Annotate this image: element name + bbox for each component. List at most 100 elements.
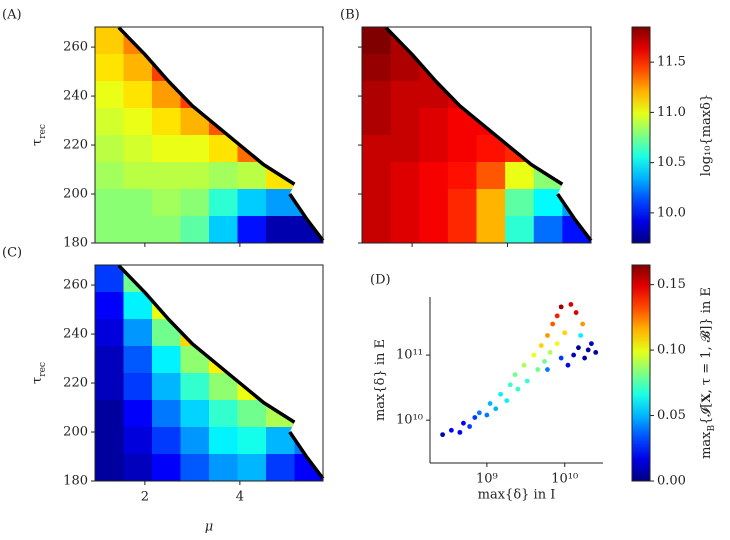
heatmap-cell — [505, 162, 535, 190]
heatmap-cell — [123, 454, 153, 481]
heatmap-cell — [505, 189, 535, 217]
heatmap-cell — [390, 216, 420, 243]
heatmap-cell — [152, 427, 181, 455]
colorbar — [631, 264, 651, 482]
heatmap-cell — [266, 216, 295, 243]
heatmap-cell — [390, 108, 420, 136]
heatmap-cell — [152, 319, 181, 347]
heatmap-cell — [152, 135, 181, 163]
scatter-point — [554, 313, 560, 319]
scatter-point — [476, 410, 482, 416]
y-tick-label: 220 — [63, 376, 88, 391]
y-axis-label: τrec — [30, 124, 48, 146]
y-tick-label: 180 — [63, 236, 88, 251]
colorbar-tick-label: 11.5 — [657, 55, 686, 70]
heatmap-cell — [419, 189, 449, 217]
heatmap-cell — [266, 189, 295, 217]
scatter-point — [493, 406, 499, 412]
scatter-point — [507, 382, 513, 388]
heatmap-cell — [294, 427, 323, 455]
y-tick-label: 10¹⁰ — [396, 413, 423, 428]
scatter-point — [593, 349, 599, 355]
heatmap-cell — [123, 400, 153, 428]
scatter-point — [582, 355, 588, 361]
scatter-point — [531, 352, 537, 358]
scatter-point — [542, 358, 547, 364]
heatmap-cells — [95, 27, 323, 243]
colorbar-label: maxB{𝓘[𝐗, τ = 1, 𝓑]} in E — [699, 287, 717, 459]
heatmap-cell — [237, 216, 267, 243]
x-tick-label: 10⁹ — [476, 472, 498, 487]
colorbar-label-part: B — [707, 424, 717, 431]
heatmap-cell — [180, 346, 210, 374]
boundary-line — [117, 264, 325, 480]
heatmap-cell — [95, 54, 124, 82]
scatter-point — [573, 310, 579, 315]
heatmap-cell — [266, 427, 295, 455]
scatter-point — [571, 352, 577, 358]
scatter-point — [535, 367, 541, 372]
scatter-point — [538, 343, 544, 348]
y-axis-label-part: τ — [30, 377, 45, 384]
y-axis-label-part: rec — [38, 124, 48, 139]
scatter-point — [521, 362, 527, 368]
y-axis-label-part: rec — [38, 362, 48, 377]
heatmap-cell — [95, 265, 124, 293]
heatmap-cell — [180, 162, 210, 190]
colorbar — [631, 26, 651, 244]
y-tick-label: 220 — [63, 138, 88, 153]
scatter-point — [547, 349, 553, 355]
heatmap-cells — [362, 27, 591, 243]
scatter-point — [554, 341, 560, 347]
heatmap-cell — [180, 373, 210, 401]
heatmap-cell — [419, 108, 449, 136]
plot-frame — [94, 264, 324, 482]
scatter-point — [515, 386, 521, 392]
panel-label: (B) — [340, 8, 360, 23]
heatmap-cell — [152, 189, 181, 217]
plot-frame — [94, 26, 324, 244]
heatmap-cell — [390, 162, 420, 190]
heatmap-cell — [505, 216, 535, 243]
colorbar-tick-label: 0.00 — [657, 474, 686, 489]
x-axis-label: max{δ} in I — [478, 488, 556, 503]
panel-label: (C) — [2, 246, 22, 261]
heatmap-cell — [362, 135, 392, 163]
heatmap-cell — [237, 162, 267, 190]
heatmap-cell — [476, 162, 506, 190]
scatter-point — [545, 333, 550, 338]
heatmap-cell — [95, 427, 124, 455]
heatmap-cell — [152, 162, 181, 190]
heatmap-cell — [123, 373, 153, 401]
plot-frame — [361, 26, 592, 244]
heatmap-cell — [123, 81, 153, 109]
heatmap-cell — [152, 108, 181, 136]
scatter-point — [545, 367, 550, 372]
heatmap-cell — [209, 162, 238, 190]
scatter-point — [524, 378, 530, 384]
heatmap-cell — [152, 81, 181, 109]
y-tick-label: 260 — [63, 40, 88, 55]
heatmap-cell — [209, 427, 238, 455]
heatmap-cell — [180, 108, 210, 136]
heatmap-cell — [533, 189, 563, 217]
heatmap-cell — [209, 189, 238, 217]
heatmap-cell — [180, 189, 210, 217]
y-tick-label: 240 — [63, 89, 88, 104]
y-tick-label: 180 — [63, 474, 88, 489]
y-axis-label-part: max{δ} in E — [373, 339, 388, 421]
heatmap-cell — [152, 400, 181, 428]
heatmap-cell — [447, 135, 477, 163]
colorbar-label-part: {𝓘[𝐗, τ = 1, 𝓑]} in E — [699, 287, 714, 425]
heatmap-cell — [447, 216, 477, 243]
heatmap-cell — [209, 454, 238, 481]
heatmap-cell — [95, 162, 124, 190]
y-tick-label: 260 — [63, 278, 88, 293]
heatmap-cell — [237, 427, 267, 455]
heatmap-cell — [123, 216, 153, 243]
panel-label: (A) — [2, 8, 22, 23]
heatmap-cell — [419, 216, 449, 243]
heatmap-cell — [419, 81, 449, 109]
scatter-point — [472, 415, 478, 420]
